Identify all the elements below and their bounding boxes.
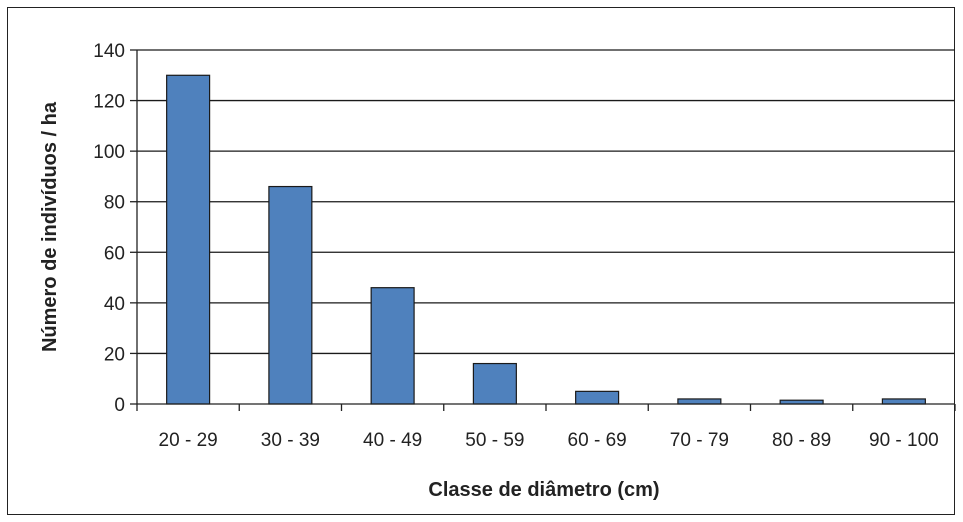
chart-frame	[7, 7, 955, 515]
x-tick-label: 20 - 29	[159, 430, 218, 451]
bar	[472, 362, 517, 405]
y-axis-title: Número de indivíduos / ha	[39, 101, 61, 352]
x-tick-label: 40 - 49	[363, 430, 422, 451]
y-tick-label: 100	[93, 142, 125, 163]
x-tick-label: 60 - 69	[568, 430, 627, 451]
bar	[881, 398, 926, 405]
x-tick-label: 90 - 100	[869, 430, 939, 451]
x-tick-label: 50 - 59	[465, 430, 524, 451]
bar	[268, 185, 313, 405]
y-tick-label: 40	[104, 294, 125, 315]
bars	[166, 74, 926, 405]
axes	[130, 49, 956, 411]
x-tick-label: 30 - 39	[261, 430, 320, 451]
y-tick-label: 140	[93, 41, 125, 62]
bar	[370, 287, 415, 405]
x-tick-label: 70 - 79	[670, 430, 729, 451]
y-tick-labels: 0 20 40 60 80 100 120 140	[93, 41, 125, 416]
bar	[166, 74, 211, 405]
x-tick-labels: 20 - 29 30 - 39 40 - 49 50 - 59 60 - 69 70 - …	[159, 430, 939, 451]
gridlines	[137, 49, 955, 355]
bar	[575, 390, 620, 405]
bar	[677, 398, 722, 405]
y-tick-label: 80	[104, 193, 125, 214]
x-tick-label: 80 - 89	[772, 430, 831, 451]
y-tick-label: 0	[114, 395, 125, 416]
y-tick-label: 120	[93, 92, 125, 113]
y-tick-label: 60	[104, 243, 125, 264]
y-tick-label: 20	[104, 344, 125, 365]
x-axis-title: Classe de diâmetro (cm)	[428, 479, 659, 501]
